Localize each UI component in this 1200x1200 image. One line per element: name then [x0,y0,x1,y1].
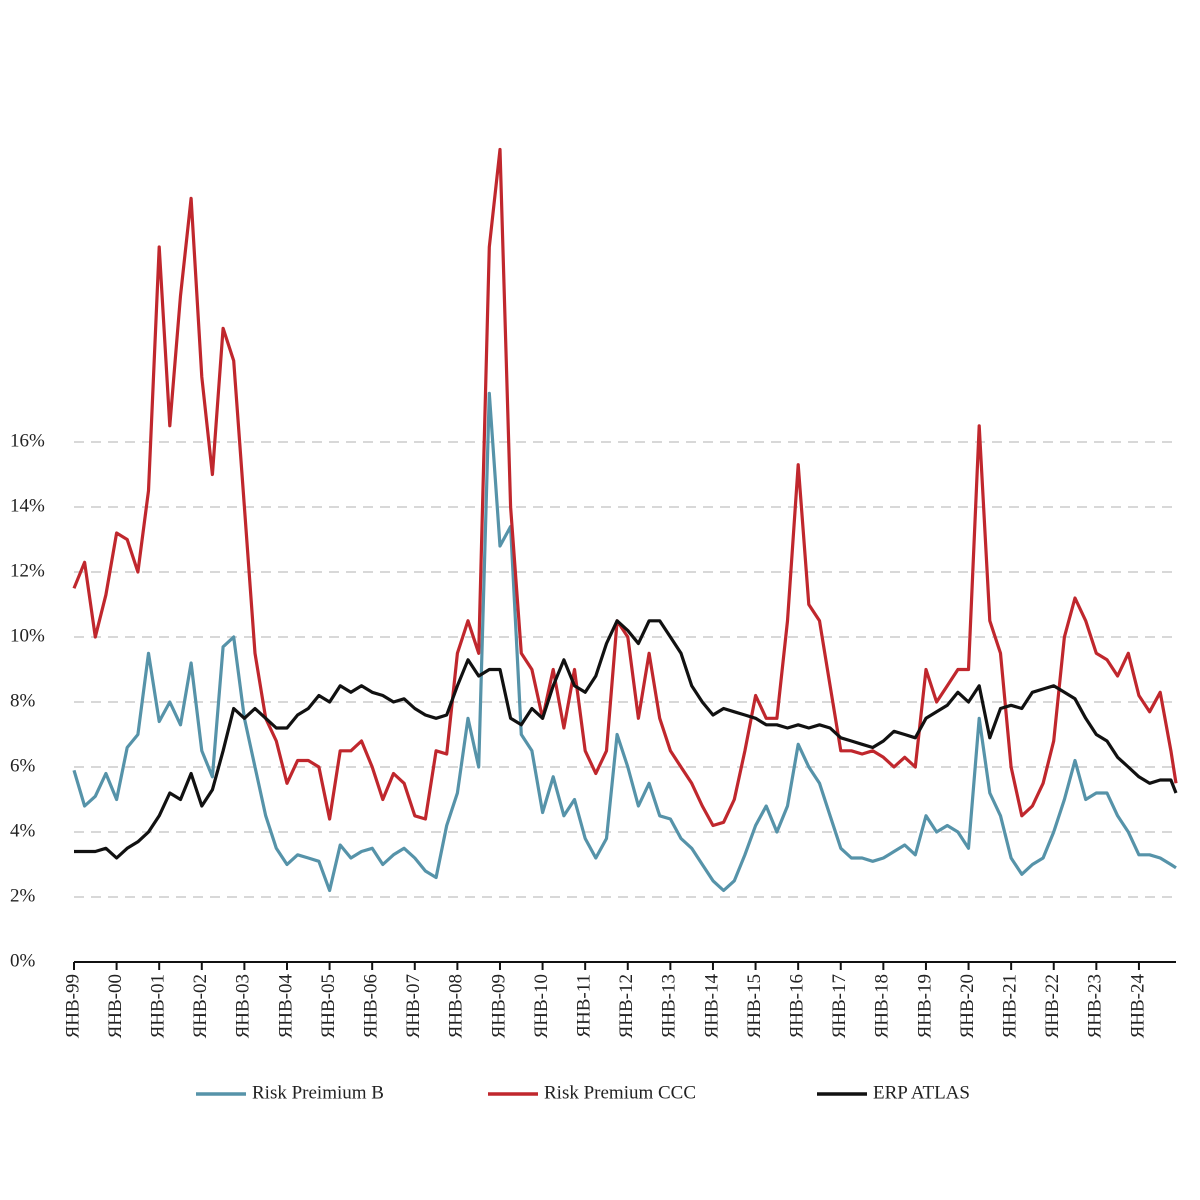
x-tick-label: ЯНВ-08 [446,974,467,1038]
x-tick-label: ЯНВ-12 [616,974,637,1038]
x-tick-label: ЯНВ-11 [574,974,595,1038]
x-tick-label: ЯНВ-21 [1000,974,1021,1038]
y-tick-label: 12% [10,560,45,581]
y-tick-label: 16% [10,430,45,451]
x-tick-label: ЯНВ-10 [531,974,552,1038]
y-tick-label: 4% [10,820,36,841]
y-tick-label: 2% [10,885,36,906]
legend-label: Risk Premium CCC [544,1082,696,1103]
x-tick-label: ЯНВ-24 [1127,974,1148,1039]
y-tick-label: 0% [10,950,36,971]
x-tick-label: ЯНВ-18 [872,974,893,1038]
y-tick-label: 10% [10,625,45,646]
x-tick-label: ЯНВ-05 [318,974,339,1038]
x-tick-label: ЯНВ-09 [488,974,509,1038]
x-tick-label: ЯНВ-99 [62,974,83,1038]
x-tick-label: ЯНВ-15 [744,974,765,1038]
x-tick-label: ЯНВ-02 [190,974,211,1038]
legend-label: Risk Preimium B [252,1082,384,1103]
y-tick-label: 6% [10,755,36,776]
series-line [72,391,1177,893]
x-tick-label: ЯНВ-04 [275,974,296,1039]
legend-label: ERP ATLAS [873,1082,970,1103]
x-tick-label: ЯНВ-22 [1042,974,1063,1038]
series-line [74,619,1178,860]
x-tick-label: ЯНВ-14 [701,974,722,1039]
series-line [72,147,1178,828]
y-tick-label: 8% [10,690,36,711]
x-tick-label: ЯНВ-13 [659,974,680,1038]
x-tick-label: ЯНВ-06 [361,974,382,1038]
x-tick-label: ЯНВ-16 [787,974,808,1038]
x-tick-label: ЯНВ-07 [403,974,424,1038]
x-tick-label: ЯНВ-19 [914,974,935,1038]
x-tick-label: ЯНВ-00 [105,974,126,1038]
x-tick-label: ЯНВ-20 [957,974,978,1038]
y-tick-label: 14% [10,495,45,516]
x-tick-label: ЯНВ-01 [148,974,169,1038]
x-tick-label: ЯНВ-23 [1085,974,1106,1038]
x-tick-label: ЯНВ-17 [829,974,850,1038]
x-tick-label: ЯНВ-03 [233,974,254,1038]
